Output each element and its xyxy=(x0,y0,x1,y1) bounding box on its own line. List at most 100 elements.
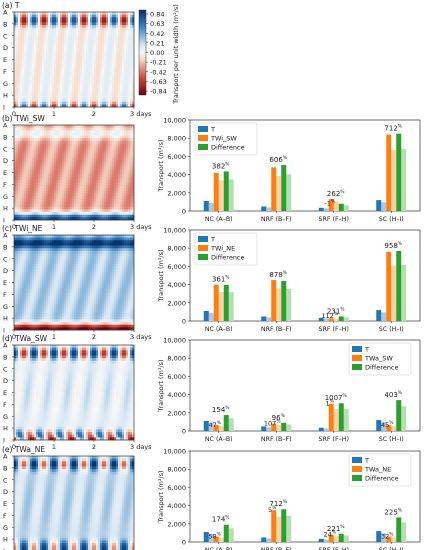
heatmap-cell xyxy=(42,46,45,50)
heatmap-cell xyxy=(76,88,79,92)
heatmap-cell xyxy=(78,167,81,171)
heatmap-cell xyxy=(42,316,45,320)
heatmap-cell xyxy=(66,38,69,42)
heatmap-cell xyxy=(16,70,19,73)
heatmap-cell xyxy=(110,99,113,103)
heatmap-cell xyxy=(36,35,39,39)
heatmap-cell xyxy=(126,91,129,95)
heatmap-cell xyxy=(42,264,45,267)
heatmap-cell xyxy=(108,188,111,192)
heatmap-cell xyxy=(30,88,33,92)
heatmap-cell xyxy=(110,85,113,89)
heatmap-cell xyxy=(30,140,33,144)
heatmap-cell xyxy=(62,164,65,168)
heatmap-cell xyxy=(120,183,123,186)
heatmap-cell xyxy=(108,91,111,95)
heatmap-cell xyxy=(16,33,19,37)
heatmap-cell xyxy=(58,88,61,92)
heatmap-cell xyxy=(100,172,103,176)
heatmap-cell xyxy=(132,183,135,186)
heatmap-cell xyxy=(32,67,35,71)
heatmap-cell xyxy=(18,298,21,302)
heatmap-cell xyxy=(120,146,123,150)
heatmap-cell xyxy=(72,138,75,142)
heatmap-cell xyxy=(70,101,73,105)
heatmap-cell xyxy=(52,54,55,58)
heatmap-cell xyxy=(42,242,45,246)
heatmap-cell xyxy=(66,22,69,26)
heatmap-cell xyxy=(72,132,75,136)
heatmap-cell xyxy=(26,17,29,21)
heatmap-cell xyxy=(82,188,85,192)
heatmap-cell xyxy=(68,190,71,194)
heatmap-cell xyxy=(126,88,129,92)
heatmap-cell xyxy=(28,72,31,76)
heatmap-cell xyxy=(78,180,81,184)
heatmap-cell xyxy=(60,217,63,221)
heatmap-cell xyxy=(108,212,111,216)
heatmap-cell xyxy=(28,261,31,265)
heatmap-cell xyxy=(92,185,95,189)
heatmap-cell xyxy=(58,156,61,160)
heatmap-cell xyxy=(14,146,17,150)
heatmap-cell xyxy=(108,25,111,29)
heatmap-cell xyxy=(118,22,121,26)
heatmap-cell xyxy=(26,38,29,42)
heatmap-cell xyxy=(76,206,79,210)
heatmap-cell xyxy=(32,101,35,105)
heatmap-cell xyxy=(44,250,47,254)
heatmap-cell xyxy=(102,167,105,171)
heatmap-cell xyxy=(54,146,57,150)
heatmap-cell xyxy=(44,88,47,92)
heatmap-cell xyxy=(22,161,25,165)
heatmap-cell xyxy=(62,80,65,84)
heatmap-cell xyxy=(42,169,45,173)
heatmap-cell xyxy=(80,59,83,63)
heatmap-cell xyxy=(22,17,25,21)
heatmap-cell xyxy=(30,172,33,176)
heatmap-cell xyxy=(106,125,109,128)
heatmap-cell xyxy=(72,217,75,221)
heatmap-cell xyxy=(26,237,29,241)
heatmap-cell xyxy=(90,172,93,176)
heatmap-cell xyxy=(54,196,57,200)
heatmap-cell xyxy=(28,269,31,273)
heatmap-cell xyxy=(98,38,101,42)
heatmap-cell xyxy=(80,41,83,44)
heatmap-cell xyxy=(76,30,79,34)
heatmap-cell xyxy=(122,196,125,200)
heatmap-cell xyxy=(32,159,35,163)
heatmap-cell xyxy=(124,204,127,208)
heatmap-cell xyxy=(62,75,65,79)
heatmap-cell xyxy=(24,88,27,92)
heatmap-cell xyxy=(132,30,135,34)
heatmap-cell xyxy=(106,159,109,163)
heatmap-cell xyxy=(38,99,41,103)
heatmap-cell xyxy=(58,17,61,21)
heatmap-cell xyxy=(122,80,125,84)
heatmap-cell xyxy=(16,135,19,139)
heatmap-cell xyxy=(60,56,63,60)
heatmap-cell xyxy=(116,185,119,189)
heatmap-cell xyxy=(96,175,99,179)
heatmap-cell xyxy=(102,51,105,55)
heatmap-cell xyxy=(124,177,127,181)
heatmap-cell xyxy=(22,217,25,221)
heatmap-cell xyxy=(100,101,103,105)
heatmap-cell xyxy=(36,293,39,296)
heatmap-cell xyxy=(130,151,133,155)
heatmap-cell xyxy=(68,22,71,26)
heatmap-cell xyxy=(16,271,19,275)
heatmap-cell xyxy=(118,101,121,105)
heatmap-cell xyxy=(52,41,55,44)
heatmap-cell xyxy=(34,285,37,289)
heatmap-cell xyxy=(46,14,49,18)
heatmap-cell xyxy=(34,33,37,37)
heatmap-cell xyxy=(20,180,23,184)
heatmap-cell xyxy=(88,25,91,29)
heatmap-cell xyxy=(122,135,125,139)
heatmap-cell xyxy=(18,25,21,29)
heatmap-cell xyxy=(30,237,33,241)
heatmap-cell xyxy=(64,127,67,131)
heatmap-cell xyxy=(74,204,77,208)
